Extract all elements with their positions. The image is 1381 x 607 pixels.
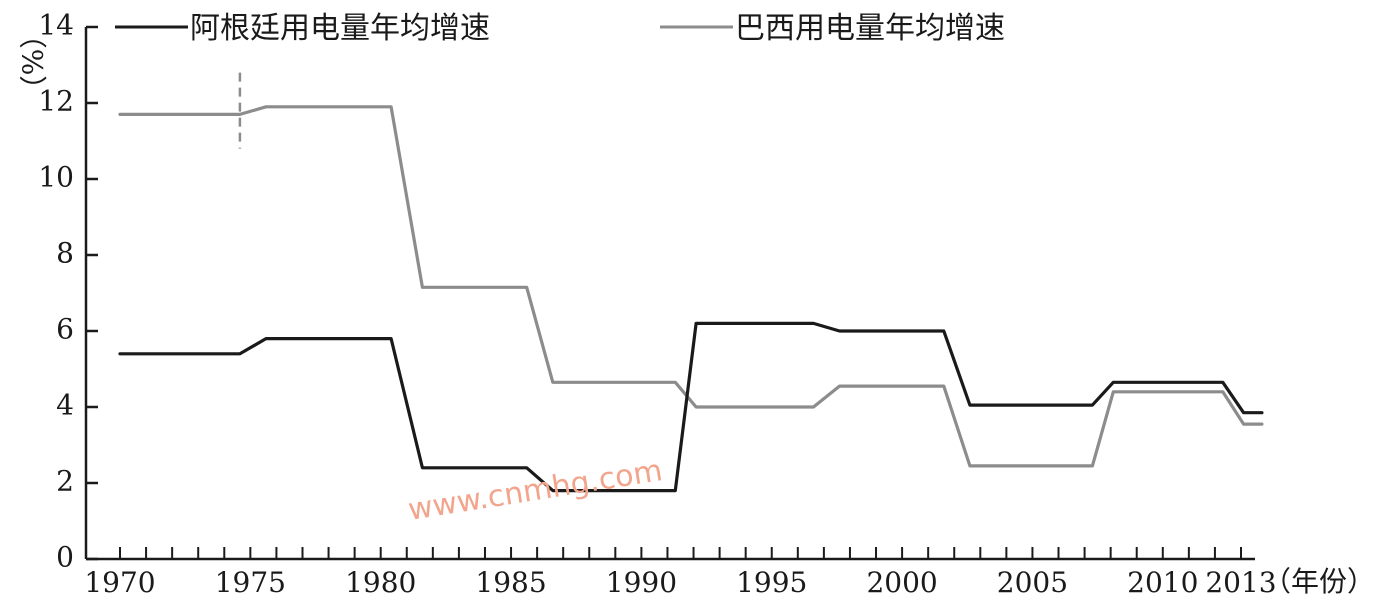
y-tick-label: 8 [56, 237, 74, 270]
watermark-text: www.cnmhg.com [406, 453, 665, 528]
legend-label-argentina: 阿根廷用电量年均增速 [190, 11, 490, 46]
x-axis-title: （年份） [1263, 565, 1375, 598]
watermark: www.cnmhg.com [406, 453, 665, 528]
y-tick-label: 6 [56, 313, 74, 346]
series-layer [118, 105, 1264, 493]
x-tick-label: 1970 [84, 566, 155, 599]
y-tick-label: 4 [56, 389, 74, 422]
legend: 阿根廷用电量年均增速 巴西用电量年均增速 [115, 11, 1005, 46]
x-tick-label: 2005 [997, 566, 1068, 599]
series-line-brazil [118, 105, 1264, 468]
y-ticks: 0 2 4 6 8 10 12 14 [38, 9, 98, 574]
x-ticks: 1970 1975 1980 1985 1990 1995 2000 2005 2010 2013 [84, 547, 1277, 599]
series-line-argentina [118, 321, 1264, 493]
x-tick-label: 1985 [475, 566, 546, 599]
x-tick-label: 2000 [866, 566, 937, 599]
x-tick-label: 1990 [606, 566, 677, 599]
legend-item-argentina: 阿根廷用电量年均增速 [115, 11, 490, 46]
y-tick-label: 12 [38, 85, 74, 118]
y-tick-label: 0 [56, 541, 74, 574]
y-unit-label: （%） [16, 21, 49, 104]
legend-item-brazil: 巴西用电量年均增速 [660, 11, 1005, 46]
x-tick-label: 2013 [1205, 566, 1276, 599]
y-tick-label: 2 [56, 465, 74, 498]
y-axis-title: （%） [16, 21, 49, 104]
x-tick-label: 1980 [345, 566, 416, 599]
y-tick-label: 10 [38, 161, 74, 194]
x-tick-label: 2010 [1127, 566, 1198, 599]
x-tick-label: 1975 [215, 566, 286, 599]
y-tick-label: 14 [38, 9, 74, 42]
x-tick-label: 1995 [736, 566, 807, 599]
legend-label-brazil: 巴西用电量年均增速 [735, 11, 1005, 46]
